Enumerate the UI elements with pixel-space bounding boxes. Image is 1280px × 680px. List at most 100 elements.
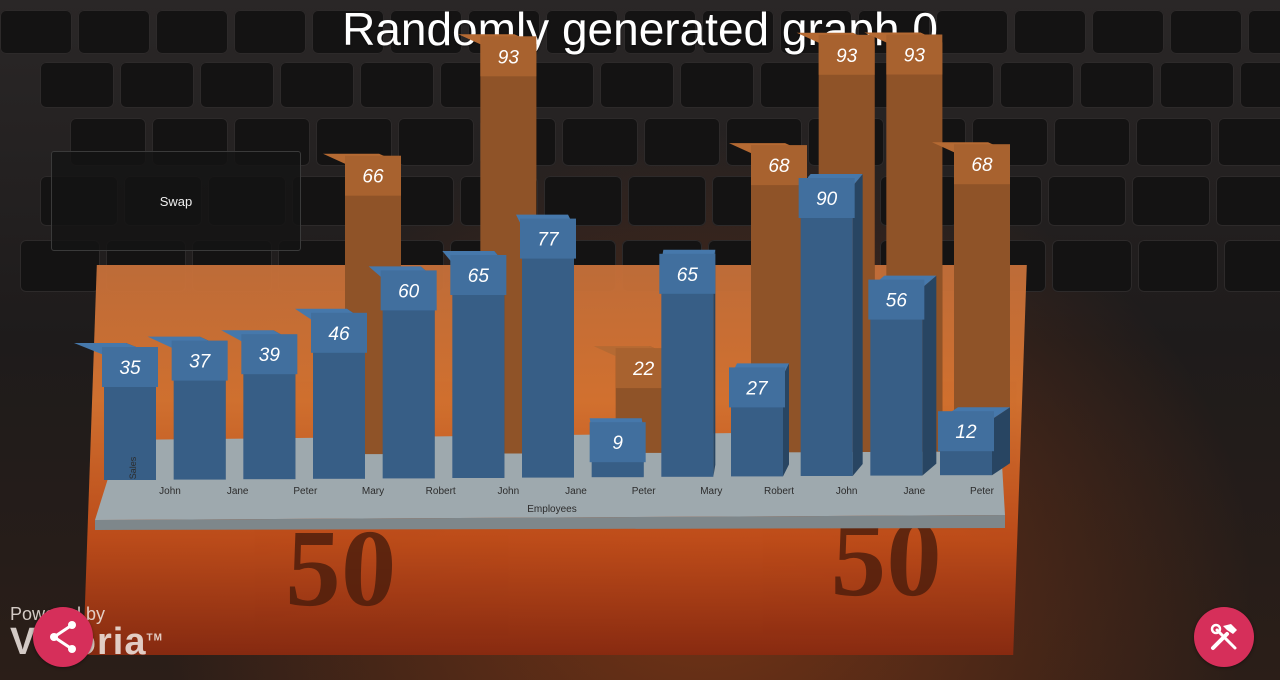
share-button[interactable] xyxy=(33,607,93,667)
back-bar-label: 22 xyxy=(632,359,655,380)
x-tick-label: Jane xyxy=(227,486,249,497)
keyboard-key xyxy=(1132,176,1210,226)
tools-button[interactable] xyxy=(1194,607,1254,667)
keyboard-key xyxy=(600,62,674,108)
swap-button[interactable]: Swap xyxy=(51,151,301,251)
front-bar-label: 37 xyxy=(189,352,212,373)
front-bar-label-bg xyxy=(520,218,576,259)
share-icon xyxy=(50,621,76,653)
back-bar-label-bg xyxy=(886,34,943,75)
x-tick-label: Mary xyxy=(362,486,384,497)
back-bar-label: 68 xyxy=(971,155,993,176)
front-bar-label: 27 xyxy=(745,378,769,399)
front-bar xyxy=(452,263,505,478)
keyboard-key xyxy=(1224,240,1280,292)
back-bar-label: 66 xyxy=(362,167,384,188)
keyboard-key xyxy=(398,118,474,166)
front-bar-label-bg xyxy=(102,347,158,387)
front-bar-side xyxy=(922,275,937,476)
x-tick-label: Robert xyxy=(764,486,794,497)
x-tick-label: John xyxy=(159,486,181,497)
keyboard-key xyxy=(312,10,384,54)
front-bar xyxy=(382,278,435,479)
x-tick-label: Peter xyxy=(293,486,318,497)
back-bar-label-bg xyxy=(818,34,875,75)
front-bar-side xyxy=(852,174,863,476)
keyboard-key xyxy=(200,62,274,108)
back-bar-label-bg xyxy=(954,144,1010,185)
back-bar-label: 93 xyxy=(904,46,926,67)
front-bar-label-bg xyxy=(868,279,925,320)
keyboard-key xyxy=(1218,118,1280,166)
front-bar-label: 12 xyxy=(955,422,977,443)
front-bar-label: 46 xyxy=(328,324,350,345)
front-bar-label: 65 xyxy=(677,265,699,286)
front-bar xyxy=(661,261,714,477)
front-bar-label: 35 xyxy=(119,358,141,379)
x-tick-label: John xyxy=(497,486,519,497)
keyboard-key xyxy=(78,10,150,54)
keyboard-key xyxy=(644,118,720,166)
front-bar-label-bg xyxy=(798,178,855,218)
front-bar xyxy=(800,186,853,476)
front-bar xyxy=(522,226,574,478)
front-bar-label: 9 xyxy=(612,433,623,454)
keyboard-key xyxy=(40,62,114,108)
front-bar-label: 39 xyxy=(259,345,281,366)
keyboard-key xyxy=(120,62,194,108)
keyboard-key xyxy=(1216,176,1280,226)
x-tick-label: Peter xyxy=(632,486,657,497)
chart-base-front xyxy=(95,515,1005,530)
keyboard-key xyxy=(156,10,228,54)
x-axis-label: Employees xyxy=(527,504,576,515)
front-bar-label-bg xyxy=(659,253,716,294)
keyboard-key xyxy=(1052,240,1132,292)
keyboard-key xyxy=(1136,118,1212,166)
front-bar-label-bg xyxy=(450,255,507,295)
front-bar-label-bg xyxy=(938,411,994,452)
keyboard-key xyxy=(1048,176,1126,226)
back-bar-label: 93 xyxy=(836,46,858,67)
keyboard-key xyxy=(0,10,72,54)
front-bar-label-bg xyxy=(729,367,785,408)
back-bar-label: 93 xyxy=(498,47,520,68)
back-bar-label-bg xyxy=(480,36,537,77)
keyboard-key xyxy=(1160,62,1234,108)
front-bar-label: 60 xyxy=(398,281,420,302)
front-bar-label-bg xyxy=(311,312,367,353)
front-bar-label-bg xyxy=(380,270,437,311)
keyboard-key xyxy=(234,10,306,54)
back-bar-label: 68 xyxy=(768,156,790,177)
keyboard-key xyxy=(1080,62,1154,108)
keyboard-key xyxy=(360,62,434,108)
keyboard-key xyxy=(624,10,696,54)
keyboard-key xyxy=(1092,10,1164,54)
keyboard-key xyxy=(1138,240,1218,292)
x-tick-label: Robert xyxy=(426,486,456,497)
front-bar-label: 56 xyxy=(886,291,908,312)
front-bar-label-bg xyxy=(589,422,646,463)
keyboard-key xyxy=(1170,10,1242,54)
keyboard-key xyxy=(680,62,754,108)
x-tick-label: Peter xyxy=(970,486,995,497)
keyboard-key xyxy=(390,10,462,54)
keyboard-key xyxy=(1000,62,1074,108)
front-bar-label: 65 xyxy=(468,266,490,287)
front-bar-label: 77 xyxy=(537,230,560,251)
x-tick-label: Jane xyxy=(903,486,925,497)
keyboard-key xyxy=(280,62,354,108)
keyboard-key xyxy=(1240,62,1280,108)
x-tick-label: Jane xyxy=(565,486,587,497)
front-bar-label: 90 xyxy=(816,189,838,210)
keyboard-key xyxy=(628,176,706,226)
keyboard-key xyxy=(1014,10,1086,54)
keyboard-key xyxy=(936,10,1008,54)
keyboard-key xyxy=(702,10,774,54)
y-axis-label: Sales xyxy=(128,456,138,479)
back-bar xyxy=(954,152,1010,452)
keyboard-key xyxy=(562,118,638,166)
front-bar-label-bg xyxy=(241,334,298,375)
back-bar-label-bg xyxy=(345,155,401,196)
keyboard-key xyxy=(546,10,618,54)
